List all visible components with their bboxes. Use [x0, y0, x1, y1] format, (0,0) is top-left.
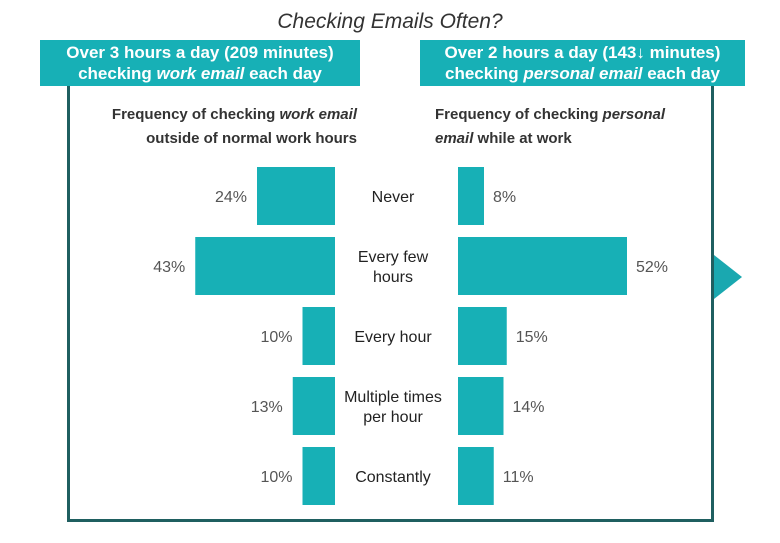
personal-email-banner: Over 2 hours a day (143↓ minutes) checki… [420, 40, 745, 86]
category-label: Constantly [355, 469, 431, 486]
right-bar [458, 167, 484, 225]
left-bar-label: 10% [260, 329, 292, 346]
right-bar-label: 8% [493, 189, 516, 206]
chart-frame [67, 82, 714, 522]
category-label: Every few [358, 249, 429, 266]
chart-title: Checking Emails Often? [277, 10, 503, 33]
category-label: Multiple times [344, 389, 442, 406]
left-bar-label: 24% [215, 189, 247, 206]
left-bar-label: 10% [260, 469, 292, 486]
category-label: hours [373, 269, 413, 286]
left-bar [195, 237, 335, 295]
work-email-banner-line1: Over 3 hours a day (209 minutes) [66, 43, 334, 62]
right-bar [458, 377, 504, 435]
work-email-banner-line2: checking work email each day [78, 64, 322, 83]
work-email-subtitle: Frequency of checking work email outside… [111, 106, 357, 147]
left-bar [292, 377, 335, 435]
right-bar [458, 447, 494, 505]
left-bar [302, 447, 335, 505]
right-bar-label: 52% [636, 259, 668, 276]
category-label: Never [372, 189, 415, 206]
left-bar [302, 307, 335, 365]
left-bar-label: 13% [251, 399, 283, 416]
left-bar-label: 43% [153, 259, 185, 276]
left-bar [257, 167, 335, 225]
personal-email-banner-line2: checking personal email each day [445, 64, 720, 83]
personal-email-banner-line1: Over 2 hours a day (143↓ minutes) [444, 43, 721, 62]
right-bar-label: 14% [513, 399, 545, 416]
right-bar [458, 307, 507, 365]
right-arrow-pointer [714, 255, 742, 299]
category-label: per hour [363, 409, 423, 426]
right-bar [458, 237, 627, 295]
personal-email-subtitle: Frequency of checking personal email whi… [435, 106, 666, 147]
right-bar-label: 15% [516, 329, 548, 346]
work-email-banner: Over 3 hours a day (209 minutes) checkin… [40, 40, 360, 86]
category-label: Every hour [354, 329, 432, 346]
right-bar-label: 11% [503, 469, 534, 486]
